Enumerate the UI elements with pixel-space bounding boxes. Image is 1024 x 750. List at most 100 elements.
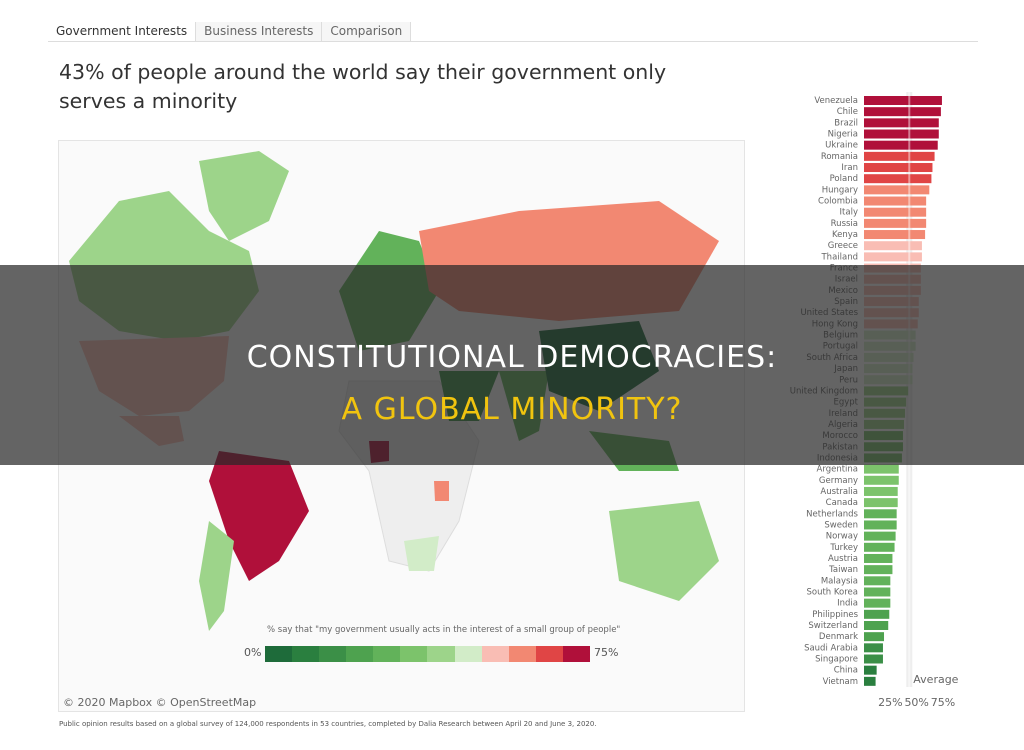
legend-swatch: [346, 646, 374, 662]
tab-business-interests[interactable]: Business Interests: [196, 22, 323, 41]
bar[interactable]: [864, 654, 883, 664]
south-america: [209, 451, 309, 581]
bar-label: Turkey: [829, 543, 858, 553]
bar-label: Venezuela: [814, 96, 858, 106]
bar-label: Singapore: [815, 655, 858, 665]
bar[interactable]: [864, 174, 932, 184]
bar[interactable]: [864, 207, 927, 217]
color-legend: [265, 646, 590, 662]
bar-label: Denmark: [819, 632, 858, 642]
bar-label: Vietnam: [823, 677, 858, 687]
bar-label: Sweden: [824, 520, 858, 530]
title-overlay: [0, 265, 1024, 465]
bar-label: Iran: [841, 163, 858, 173]
bar-label: Chile: [837, 107, 858, 117]
bar[interactable]: [864, 598, 891, 608]
bar-label: Taiwan: [828, 565, 858, 575]
bar[interactable]: [864, 643, 883, 653]
bar[interactable]: [864, 509, 897, 519]
bar[interactable]: [864, 118, 939, 128]
bar[interactable]: [864, 241, 922, 251]
bar-label: Romania: [821, 152, 858, 162]
average-label: Average: [913, 673, 958, 686]
bar[interactable]: [864, 486, 898, 496]
bar[interactable]: [864, 520, 897, 530]
bar[interactable]: [864, 676, 876, 686]
page-title: 43% of people around the world say their…: [59, 60, 667, 113]
bar[interactable]: [864, 196, 927, 206]
bar-label: Argentina: [817, 465, 858, 475]
bar[interactable]: [864, 542, 895, 552]
overlay-subheadline: A GLOBAL MINORITY?: [341, 392, 683, 427]
bar[interactable]: [864, 531, 896, 541]
bar[interactable]: [864, 587, 891, 597]
legend-swatch: [481, 646, 509, 662]
bar-label: Austria: [828, 554, 858, 564]
bar-label: Malaysia: [821, 576, 858, 586]
bar[interactable]: [864, 475, 899, 485]
legend-swatch: [373, 646, 401, 662]
legend-swatch: [319, 646, 347, 662]
bar-label: South Korea: [806, 587, 858, 597]
legend-swatch: [427, 646, 455, 662]
bar-label: Poland: [830, 174, 858, 184]
bar-label: Greece: [828, 241, 858, 251]
legend-swatch: [265, 646, 293, 662]
bar-label: Nigeria: [828, 130, 858, 140]
map-attribution[interactable]: © 2020 Mapbox © OpenStreetMap: [63, 696, 257, 709]
legend-swatch: [400, 646, 428, 662]
legend-title: % say that "my government usually acts i…: [267, 625, 621, 635]
bar[interactable]: [864, 140, 938, 150]
bar-label: Philippines: [812, 610, 858, 620]
legend-min-label: 0%: [244, 646, 262, 659]
bar-label: Colombia: [818, 197, 858, 207]
tab-bar: Government Interests Business Interests …: [48, 22, 978, 42]
greenland: [199, 151, 289, 241]
bar-label: Germany: [819, 476, 858, 486]
bar-label: Australia: [820, 487, 858, 497]
bar[interactable]: [864, 498, 898, 508]
legend-swatch: [535, 646, 563, 662]
bar[interactable]: [864, 576, 891, 586]
bar[interactable]: [864, 609, 890, 619]
bar-label: India: [837, 599, 858, 609]
bar[interactable]: [864, 665, 877, 675]
bar-label: Netherlands: [806, 509, 858, 519]
bar[interactable]: [864, 151, 935, 161]
bar[interactable]: [864, 553, 893, 563]
bar-label: Thailand: [820, 252, 858, 262]
bar[interactable]: [864, 129, 939, 139]
bar[interactable]: [864, 620, 889, 630]
legend-swatch: [454, 646, 482, 662]
legend-swatch: [562, 646, 590, 662]
bar[interactable]: [864, 464, 899, 474]
bar[interactable]: [864, 107, 941, 117]
legend-swatch: [292, 646, 320, 662]
bar-label: Norway: [826, 532, 858, 542]
kenya: [434, 481, 449, 501]
bar-label: Italy: [840, 208, 858, 218]
tab-comparison[interactable]: Comparison: [322, 22, 412, 41]
legend-max-label: 75%: [594, 646, 619, 659]
x-tick-label: 25%: [878, 696, 902, 709]
south-africa: [404, 536, 439, 571]
legend-swatch: [508, 646, 536, 662]
bar[interactable]: [864, 218, 927, 228]
bar[interactable]: [864, 163, 933, 173]
footnote: Public opinion results based on a global…: [59, 720, 597, 728]
overlay-headline: CONSTITUTIONAL DEMOCRACIES:: [246, 340, 778, 375]
bar[interactable]: [864, 632, 885, 642]
bar[interactable]: [864, 565, 893, 575]
bar-label: Saudi Arabia: [804, 643, 858, 653]
bar[interactable]: [864, 230, 926, 240]
bar-label: China: [834, 666, 858, 676]
bar[interactable]: [864, 252, 922, 262]
x-tick-label: 75%: [931, 696, 955, 709]
bar[interactable]: [864, 185, 930, 195]
bar-label: Brazil: [834, 118, 858, 128]
bar-label: Switzerland: [808, 621, 858, 631]
bar-label: Russia: [831, 219, 858, 229]
bar-label: Canada: [826, 498, 858, 508]
bar[interactable]: [864, 96, 942, 105]
tab-government-interests[interactable]: Government Interests: [48, 22, 197, 41]
